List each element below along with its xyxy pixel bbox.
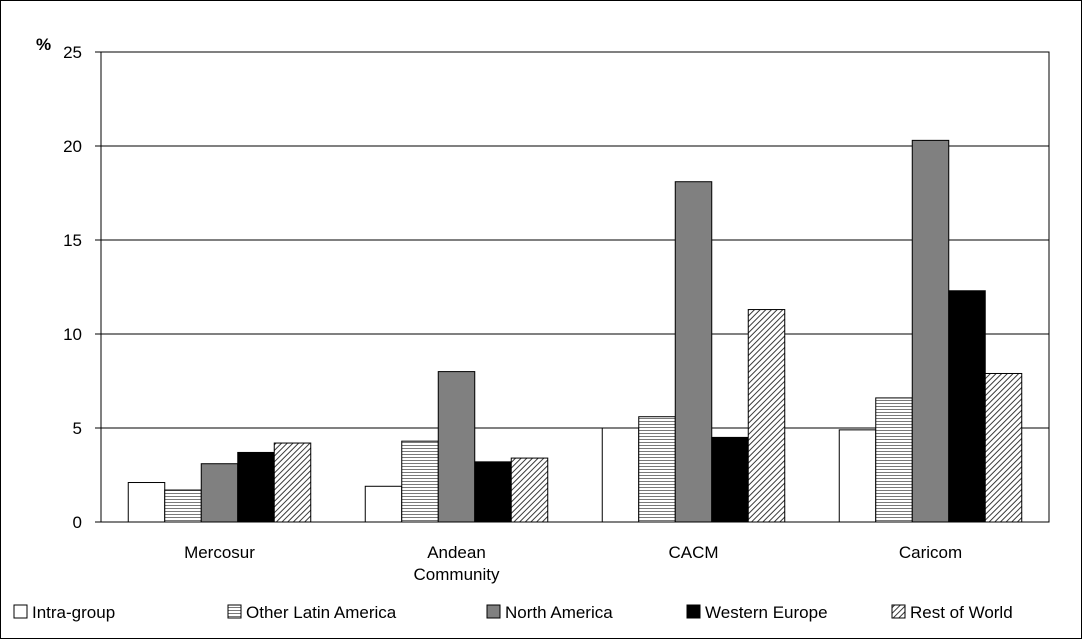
bar-north-america-mercosur xyxy=(200,463,239,523)
bar-other-latin-america-cacm xyxy=(638,416,676,523)
bar-rest-of-world-caricom xyxy=(984,372,1023,523)
legend-label: North America xyxy=(505,603,613,622)
y-tick-label: 20 xyxy=(63,137,82,156)
y-tick-label: 15 xyxy=(63,231,82,250)
legend-label: Other Latin America xyxy=(246,603,397,622)
bar-other-latin-america-mercosur xyxy=(164,489,202,523)
legend-label: Western Europe xyxy=(705,603,828,622)
bar-western-europe-mercosur xyxy=(237,451,275,523)
bar-intra-group-cacm xyxy=(601,427,640,523)
bar-western-europe-caricom xyxy=(948,290,986,523)
bar-intra-group-mercosur xyxy=(127,482,166,523)
legend: Intra-group Other Latin America North Amer… xyxy=(13,603,1013,622)
bar-intra-group-andean-community xyxy=(364,485,403,523)
legend-swatch xyxy=(686,604,701,619)
x-category-labels: Mercosur Andean Community CACM Caricom xyxy=(184,543,962,584)
legend-swatch xyxy=(891,604,906,619)
y-tick-label: 0 xyxy=(73,513,82,532)
bar-north-america-andean-community xyxy=(437,371,476,523)
bar-rest-of-world-cacm xyxy=(747,309,786,523)
bar-other-latin-america-andean-community xyxy=(401,440,439,523)
legend-label: Rest of World xyxy=(910,603,1013,622)
bar-other-latin-america-caricom xyxy=(875,397,913,523)
bar-north-america-cacm xyxy=(674,181,713,523)
legend-swatch xyxy=(486,604,501,619)
bar-western-europe-andean-community xyxy=(474,461,512,523)
x-category-label: Caricom xyxy=(899,543,962,562)
axes xyxy=(95,51,1050,523)
x-category-label: Community xyxy=(414,565,500,584)
y-tick-label: 5 xyxy=(73,419,82,438)
legend-swatch xyxy=(13,604,28,619)
x-category-label: Andean xyxy=(427,543,486,562)
bars xyxy=(127,139,1023,523)
y-unit-label: % xyxy=(36,35,51,54)
x-category-label: Mercosur xyxy=(184,543,255,562)
bar-rest-of-world-mercosur xyxy=(273,442,312,523)
plot-area-border xyxy=(100,51,1050,523)
bar-western-europe-cacm xyxy=(711,436,749,523)
x-category-label: CACM xyxy=(668,543,718,562)
bar-north-america-caricom xyxy=(911,139,950,523)
y-tick-label: 10 xyxy=(63,325,82,344)
bar-intra-group-caricom xyxy=(838,429,877,523)
y-tick-label: 25 xyxy=(63,43,82,62)
y-tick-labels: 0 5 10 15 20 25 xyxy=(63,43,82,532)
legend-label: Intra-group xyxy=(32,603,115,622)
bar-rest-of-world-andean-community xyxy=(510,457,549,523)
legend-swatch xyxy=(227,604,242,619)
